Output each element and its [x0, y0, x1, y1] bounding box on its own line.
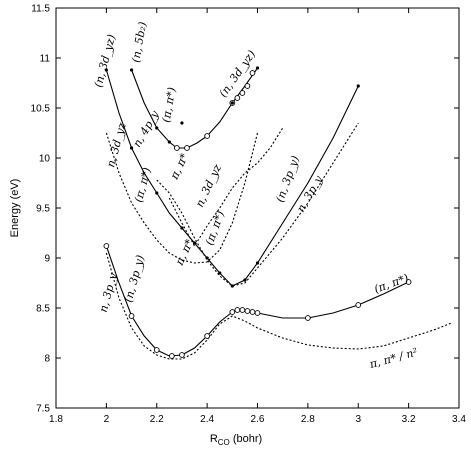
data-marker-dot: [243, 278, 247, 282]
data-marker-circle: [169, 353, 175, 359]
data-marker-dot: [129, 68, 134, 72]
series-line-6: [168, 127, 284, 248]
data-marker-dot: [155, 191, 159, 195]
data-marker-circle: [355, 302, 362, 308]
data-marker-circle: [184, 145, 190, 151]
data-marker-dot: [192, 241, 197, 245]
data-marker-dot: [255, 261, 260, 265]
data-marker-circle: [244, 83, 251, 89]
data-marker-circle: [204, 133, 210, 139]
curve-annotation: (n, 3p_y): [122, 254, 147, 304]
x-axis: 1.8 2 2.2 2.4 2.6 2.8 3 3.2 3.4: [49, 8, 466, 425]
curve-annotation: (n, 3p_y): [273, 154, 302, 204]
x-tick-label: 3.4: [452, 414, 466, 425]
x-axis-title-main: R: [210, 433, 218, 445]
data-marker-circle: [153, 347, 160, 353]
y-tick-label: 10: [39, 154, 51, 165]
x-axis-title: RCO (bohr): [210, 433, 262, 447]
data-marker-circle: [229, 309, 236, 315]
data-marker-dot: [230, 284, 234, 288]
data-marker-dot: [129, 146, 134, 150]
x-tick-label: 2.2: [150, 414, 164, 425]
curve-annotation: (n, 3d_yz): [92, 33, 119, 89]
curve-annotation: π, π*: [167, 151, 191, 182]
x-tick-label: 2.4: [200, 414, 214, 425]
series-line-0: [105, 245, 409, 357]
data-marker-circle: [305, 315, 311, 321]
data-marker-circle: [244, 308, 251, 314]
y-axis-title: Energy (eV): [9, 179, 21, 238]
curve-annotation: (π, π*): [372, 271, 410, 295]
data-marker-circle: [249, 70, 256, 76]
data-marker-circle: [239, 90, 246, 96]
series-layer: [105, 67, 452, 360]
data-marker-circle: [254, 310, 261, 316]
curve-annotation: n, 3p_y: [294, 173, 326, 215]
data-marker-circle: [234, 307, 241, 313]
annotation-layer: (n, 5b₂)(n, 3d_yz)(π, π*)(n, 3d_yz)n, 4p…: [92, 21, 419, 371]
curve-annotation: (π, π*): [159, 86, 178, 123]
series-line-4: [105, 132, 259, 264]
y-tick-label: 8.5: [36, 304, 50, 315]
y-tick-label: 7.5: [36, 404, 50, 415]
y-tick-label: 10.5: [31, 104, 51, 115]
curve-annotation: n, 3d_yz: [104, 121, 128, 169]
data-marker-dot: [180, 226, 184, 230]
y-tick-label: 9: [44, 254, 50, 265]
x-tick-label: 1.8: [49, 414, 63, 425]
curve-annotation: (π, π*): [132, 166, 154, 204]
data-marker-circle: [204, 333, 210, 339]
x-tick-label: 3: [355, 414, 361, 425]
x-tick-label: 2.6: [251, 414, 265, 425]
data-marker-circle: [249, 309, 256, 315]
series-line-2: [131, 67, 258, 149]
data-marker-circle: [179, 352, 185, 358]
y-tick-label: 11.5: [31, 4, 50, 15]
data-marker-dot: [230, 101, 234, 105]
marker-layer: [103, 66, 412, 359]
y-axis: 7.5 8 8.5 9 9.5 10 10.5 11 11.5: [31, 4, 459, 415]
series-line-3: [105, 252, 452, 360]
curve-annotation: n, 3p_y: [97, 271, 120, 314]
data-marker-circle: [234, 95, 241, 101]
data-marker-dot: [180, 121, 184, 125]
data-marker-dot: [205, 256, 209, 260]
x-axis-title-sub: CO: [218, 438, 230, 447]
curve-annotation: n, 3d_yz: [193, 162, 224, 209]
data-marker-dot: [167, 140, 171, 144]
data-marker-circle: [128, 313, 135, 319]
data-marker-dot: [218, 271, 222, 275]
y-tick-label: 9.5: [36, 204, 50, 215]
data-marker-dot: [356, 84, 360, 88]
x-tick-label: 3.2: [402, 414, 416, 425]
data-marker-dot: [155, 126, 159, 130]
data-marker-circle: [174, 145, 180, 151]
data-marker-circle: [405, 279, 412, 285]
x-tick-label: 2.8: [301, 414, 315, 425]
curve-annotation: (n, 5b₂): [129, 21, 149, 64]
data-marker-dot: [255, 66, 260, 70]
data-marker-circle: [103, 243, 110, 249]
x-axis-title-unit: (bohr): [230, 433, 262, 445]
y-tick-label: 8: [44, 354, 50, 365]
y-tick-label: 11: [40, 54, 51, 65]
data-marker-dot: [104, 68, 108, 72]
curve-annotation: π, π* / n²: [367, 346, 419, 372]
data-marker-circle: [239, 307, 246, 313]
series-line-5: [156, 122, 359, 287]
x-tick-label: 2: [104, 414, 110, 425]
curve-annotation: π, π*: [172, 237, 196, 268]
